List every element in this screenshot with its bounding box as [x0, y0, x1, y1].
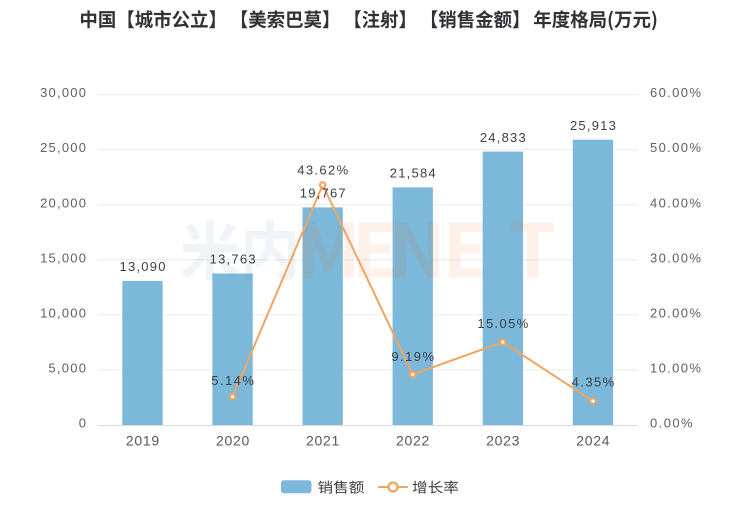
svg-text:24,833: 24,833	[480, 130, 526, 145]
svg-text:9.19%: 9.19%	[391, 349, 434, 364]
svg-text:15.05%: 15.05%	[477, 316, 528, 331]
svg-text:2021: 2021	[306, 432, 340, 448]
svg-text:2022: 2022	[396, 432, 430, 448]
svg-text:13,763: 13,763	[210, 252, 256, 267]
svg-text:4.35%: 4.35%	[572, 375, 615, 390]
svg-text:2020: 2020	[216, 432, 250, 448]
svg-text:40.00%: 40.00%	[650, 195, 701, 210]
svg-text:0.00%: 0.00%	[650, 416, 693, 431]
svg-text:0: 0	[79, 416, 86, 431]
svg-text:43.62%: 43.62%	[297, 163, 348, 178]
svg-text:5.14%: 5.14%	[211, 373, 254, 388]
svg-text:5,000: 5,000	[48, 360, 86, 375]
svg-text:21,584: 21,584	[390, 166, 436, 181]
svg-text:10,000: 10,000	[40, 305, 86, 320]
svg-text:50.00%: 50.00%	[650, 140, 701, 155]
svg-text:15,000: 15,000	[40, 250, 86, 265]
svg-text:19,767: 19,767	[300, 186, 346, 201]
svg-text:2019: 2019	[126, 432, 160, 448]
svg-text:60.00%: 60.00%	[650, 85, 701, 100]
svg-text:25,000: 25,000	[40, 140, 86, 155]
svg-text:30,000: 30,000	[40, 85, 86, 100]
svg-text:20,000: 20,000	[40, 195, 86, 210]
svg-text:10.00%: 10.00%	[650, 360, 701, 375]
svg-text:30.00%: 30.00%	[650, 250, 701, 265]
svg-text:2023: 2023	[486, 432, 520, 448]
svg-text:13,090: 13,090	[120, 259, 166, 274]
svg-text:25,913: 25,913	[570, 118, 616, 133]
svg-text:20.00%: 20.00%	[650, 305, 701, 320]
svg-text:2024: 2024	[576, 432, 610, 448]
